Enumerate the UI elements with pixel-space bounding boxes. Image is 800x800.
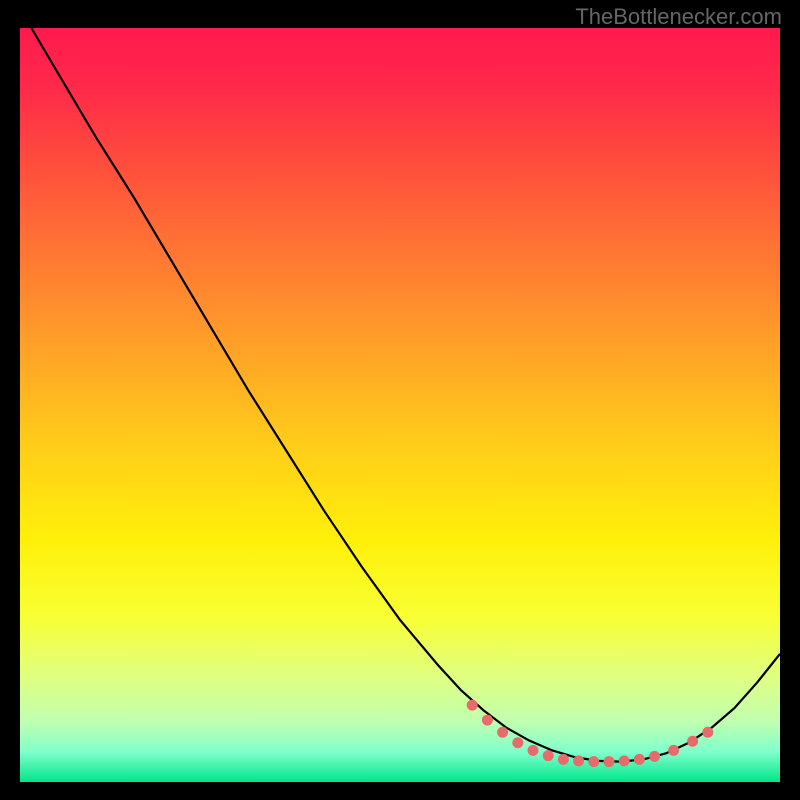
optimal-dot	[543, 750, 554, 761]
optimal-dot	[687, 736, 698, 747]
optimal-dot	[604, 756, 615, 767]
optimal-dot	[573, 755, 584, 766]
chart-background	[20, 28, 780, 782]
optimal-dot	[702, 727, 713, 738]
optimal-dot	[588, 756, 599, 767]
optimal-dot	[668, 745, 679, 756]
optimal-dot	[619, 755, 630, 766]
optimal-dot	[528, 745, 539, 756]
optimal-dot	[634, 754, 645, 765]
bottleneck-chart	[20, 28, 780, 782]
optimal-dot	[497, 727, 508, 738]
optimal-dot	[482, 715, 493, 726]
optimal-dot	[467, 700, 478, 711]
optimal-dot	[649, 751, 660, 762]
watermark-text: TheBottlenecker.com	[575, 4, 782, 30]
optimal-dot	[558, 754, 569, 765]
optimal-dot	[512, 737, 523, 748]
